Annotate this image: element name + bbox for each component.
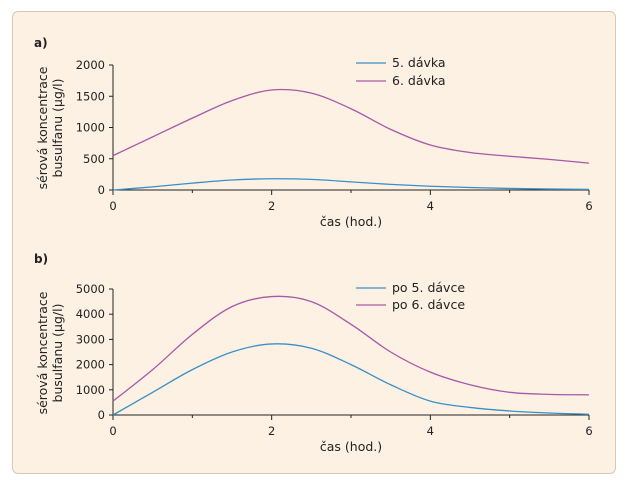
series-line-1 [112,343,590,416]
panel-a-ylabel-line1: sérová koncentrace [35,66,50,189]
panel-a: a) sérová koncentrace busulfanu (μg/l) č… [34,36,593,229]
y-tick-label: 2000 [76,358,105,372]
x-tick-label: 2 [268,199,275,213]
legend-label-po-5-davce: po 5. dávce [392,280,465,295]
y-tick-label: 1000 [76,121,105,135]
y-tick-label: 0 [98,183,105,197]
legend-label-po-6-davce: po 6. dávce [392,297,465,312]
x-tick-label: 2 [268,424,275,438]
series-line-2 [112,295,590,402]
panel-a-axes: 0 500 1000 1500 2000 0 2 4 6 [76,58,593,213]
panel-a-legend: 5. dávka 6. dávka [356,55,446,88]
y-tick-label: 5000 [76,282,105,296]
panel-a-ylabel-line2: busulfanu (μg/l) [50,79,65,178]
y-tick-label: 2000 [76,58,105,72]
panel-b-axes: 0 1000 2000 3000 4000 5000 0 2 4 6 [76,282,593,438]
y-tick-label: 3000 [76,332,105,346]
y-tick-label: 0 [98,408,105,422]
x-tick-label: 6 [585,199,592,213]
legend-label-6-davka: 6. dávka [392,73,446,88]
panel-b-plot-area [112,295,590,416]
y-tick-label: 1500 [76,89,105,103]
panel-a-label: a) [34,36,48,50]
x-tick-label: 4 [427,199,434,213]
y-tick-label: 4000 [76,307,105,321]
panel-b-legend: po 5. dávce po 6. dávce [356,280,465,312]
x-tick-label: 0 [109,199,116,213]
panel-b: b) sérová koncentrace busulfanu (μg/l) č… [34,252,593,454]
x-tick-label: 4 [427,424,434,438]
panel-b-xlabel: čas (hod.) [320,439,382,454]
y-tick-label: 500 [83,152,105,166]
series-line-2 [112,88,590,164]
series-line-1 [112,178,590,191]
panel-b-label: b) [34,252,48,266]
x-tick-label: 6 [585,424,592,438]
panel-a-xlabel: čas (hod.) [320,214,382,229]
y-tick-label: 1000 [76,383,105,397]
panel-a-plot-area [112,88,590,191]
legend-label-5-davka: 5. dávka [392,55,446,70]
panel-b-ylabel-line1: sérová koncentrace [35,291,50,414]
panel-b-ylabel-line2: busulfanu (μg/l) [50,304,65,403]
x-tick-label: 0 [109,424,116,438]
